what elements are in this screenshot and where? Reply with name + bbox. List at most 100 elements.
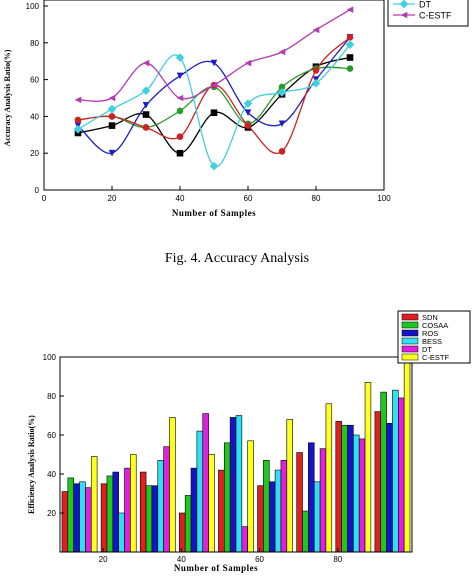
accuracy-point xyxy=(278,83,286,91)
efficiency-bar xyxy=(139,471,147,553)
efficiency-y-tick-label: 20 xyxy=(47,509,56,518)
efficiency-x-tick-label: 40 xyxy=(177,555,186,564)
efficiency-bar xyxy=(386,422,393,553)
efficiency-y-tick-label: 40 xyxy=(47,470,56,479)
efficiency-bar xyxy=(347,424,354,553)
accuracy-legend-marker xyxy=(399,0,409,9)
efficiency-bar xyxy=(235,415,243,553)
accuracy-legend: DTC-ESTF xyxy=(387,0,469,27)
accuracy-point xyxy=(107,104,117,114)
efficiency-bar xyxy=(403,360,411,553)
accuracy-point xyxy=(176,149,184,157)
efficiency-bar xyxy=(296,452,303,553)
efficiency-legend-swatch xyxy=(401,353,419,361)
accuracy-point xyxy=(176,72,184,80)
efficiency-bar xyxy=(335,421,342,553)
accuracy-y-tick-label: 40 xyxy=(30,112,39,121)
accuracy-point xyxy=(346,6,354,13)
efficiency-legend-swatch xyxy=(401,345,419,353)
efficiency-x-tick-label: 20 xyxy=(99,555,108,564)
accuracy-point xyxy=(278,48,286,56)
efficiency-bar xyxy=(229,417,237,553)
efficiency-y-tick-label: 80 xyxy=(47,392,56,401)
efficiency-bar xyxy=(308,442,315,553)
accuracy-point xyxy=(73,124,83,134)
efficiency-legend-swatch xyxy=(401,313,419,321)
efficiency-bar xyxy=(67,477,75,553)
efficiency-bar xyxy=(190,467,198,553)
accuracy-plot-frame xyxy=(43,0,385,191)
efficiency-bar xyxy=(223,442,231,553)
efficiency-bar xyxy=(263,460,270,553)
accuracy-point xyxy=(210,81,218,89)
efficiency-bar xyxy=(118,512,125,553)
efficiency-y-tick-label: 60 xyxy=(47,431,56,440)
efficiency-bar xyxy=(364,382,372,553)
accuracy-point xyxy=(108,122,116,129)
efficiency-bar xyxy=(124,467,131,553)
efficiency-bar xyxy=(268,481,276,553)
accuracy-point xyxy=(278,120,286,128)
efficiency-bar xyxy=(196,430,204,553)
efficiency-bar xyxy=(90,456,98,553)
accuracy-point xyxy=(346,33,354,41)
accuracy-point xyxy=(176,94,184,102)
accuracy-x-tick-label: 0 xyxy=(42,194,47,203)
accuracy-line-series-3 xyxy=(77,36,351,154)
accuracy-point xyxy=(108,94,116,102)
accuracy-y-tick-label: 60 xyxy=(30,76,39,85)
accuracy-point xyxy=(142,111,150,118)
accuracy-legend-marker xyxy=(400,11,408,19)
efficiency-series-sdn xyxy=(61,411,382,553)
efficiency-bar xyxy=(218,469,225,553)
accuracy-point xyxy=(176,107,184,115)
efficiency-legend-label: ROS xyxy=(422,329,438,338)
efficiency-bar xyxy=(280,460,288,553)
accuracy-y-tick-label: 100 xyxy=(26,2,40,11)
efficiency-bar xyxy=(157,460,164,553)
accuracy-x-tick-label: 60 xyxy=(244,194,253,203)
accuracy-point xyxy=(74,116,82,124)
efficiency-bar xyxy=(353,434,360,553)
accuracy-point xyxy=(278,148,286,155)
efficiency-x-tick-label: 60 xyxy=(255,555,264,564)
efficiency-bar xyxy=(319,448,327,553)
efficiency-bar xyxy=(85,487,92,553)
accuracy-point xyxy=(209,161,219,171)
accuracy-point xyxy=(312,26,320,34)
accuracy-point xyxy=(176,133,184,140)
accuracy-legend-label: C-ESTF xyxy=(419,11,452,21)
efficiency-bar xyxy=(274,469,282,553)
accuracy-y-axis-title: Accuracy Analysis Ratio(%) xyxy=(3,49,12,146)
efficiency-legend-label: BESS xyxy=(422,337,442,346)
accuracy-point xyxy=(175,53,185,62)
efficiency-series-cosaa xyxy=(67,391,387,553)
efficiency-bar xyxy=(163,446,170,553)
accuracy-point xyxy=(346,54,354,61)
accuracy-x-tick-label: 20 xyxy=(108,194,117,203)
accuracy-point xyxy=(108,113,116,120)
accuracy-series-series-3 xyxy=(74,33,354,157)
accuracy-line-chart: 0 20 40 60 80 100 0 20 40 60 80 100 Number of Sampl… xyxy=(3,0,469,218)
efficiency-legend-swatch xyxy=(401,329,419,337)
accuracy-point xyxy=(142,59,150,67)
accuracy-point xyxy=(141,86,151,95)
accuracy-point xyxy=(244,109,252,117)
efficiency-bar xyxy=(358,438,366,553)
efficiency-bar xyxy=(145,485,153,553)
efficiency-legend-swatch xyxy=(401,337,419,345)
accuracy-point xyxy=(311,78,321,88)
accuracy-point xyxy=(142,102,150,109)
efficiency-bar xyxy=(247,440,254,553)
efficiency-x-axis-title: Number of Samples xyxy=(174,563,258,573)
accuracy-y-tick-label: 80 xyxy=(30,39,39,48)
accuracy-point xyxy=(277,88,287,97)
accuracy-line-series-4 xyxy=(77,36,351,154)
accuracy-point xyxy=(346,65,354,72)
accuracy-legend-label: DT xyxy=(419,0,431,10)
efficiency-bar xyxy=(106,475,114,553)
accuracy-series-dt xyxy=(73,40,355,171)
efficiency-bar xyxy=(286,419,293,553)
